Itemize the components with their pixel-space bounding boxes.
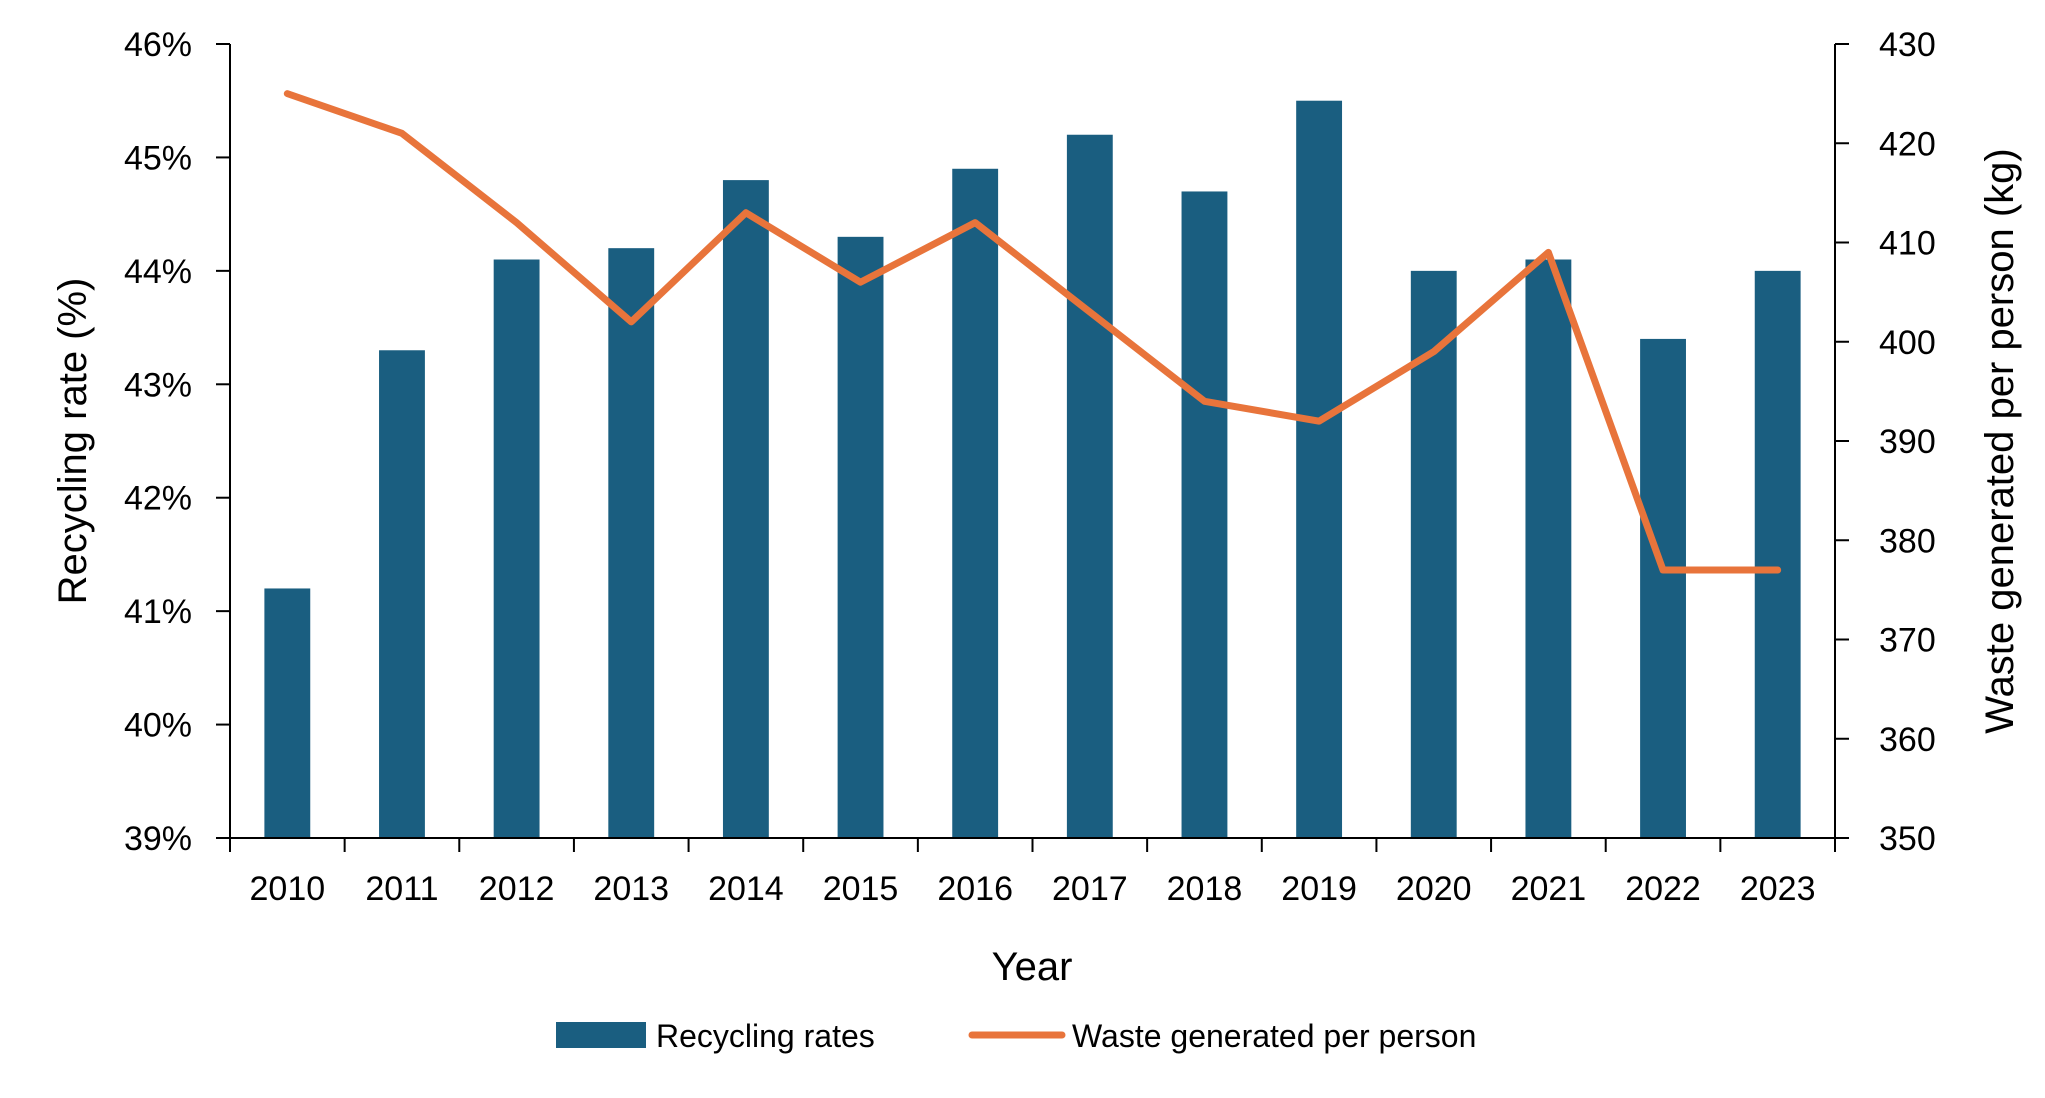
x-tick-label-2015: 2015 [823,870,899,908]
left-y-tick-label: 41% [124,593,192,631]
bar-2019 [1296,100,1343,838]
line-layer [283,90,1782,574]
right-y-tick-label: 410 [1879,225,1936,263]
legend-waste-label: Waste generated per person [1072,1018,1476,1054]
left-y-tick-label: 46% [124,26,192,64]
bar-2010 [264,588,311,838]
right-y-tick-label: 390 [1879,423,1936,461]
legend: Recycling rates Waste generated per pers… [556,1018,1476,1054]
x-tick-label-2011: 2011 [365,870,438,908]
labels-layer: 2010 2011 2012 2013 2014 2015 2016 2017 2018 2019… [250,870,1816,908]
line-point-2020 [1433,351,1435,353]
line-point-2010 [286,93,288,95]
x-tick-label-2020: 2020 [1396,870,1472,908]
x-tick-label-2019: 2019 [1281,870,1357,908]
right-y-tick-label: 360 [1879,721,1936,759]
waste-generated-line [283,90,1782,574]
left-y-tick-label: 39% [124,820,192,858]
x-tick-label-2014: 2014 [708,870,784,908]
x-tick-label-2021: 2021 [1511,870,1587,908]
line-point-2015 [860,281,862,283]
line-point-2021 [1547,251,1549,253]
left-y-axis-title: Recycling rate (%) [51,278,95,605]
right-y-axis-title: Waste generated per person (kg) [1978,148,2022,734]
x-tick-label-2013: 2013 [593,870,669,908]
left-y-tick-label: 45% [124,139,192,177]
line-point-2019 [1318,420,1320,422]
line-point-2017 [1089,311,1091,313]
bar-2023 [1754,270,1801,838]
bar-2012 [493,259,540,838]
right-y-tick-label: 350 [1879,820,1936,858]
bars-layer [264,100,1801,839]
x-tick-label-2012: 2012 [479,870,555,908]
line-point-2013 [630,321,632,323]
right-y-tick-label: 370 [1879,622,1936,660]
line-point-2016 [974,222,976,224]
right-y-tick-label: 420 [1879,125,1936,163]
bar-2018 [1181,191,1228,838]
left-y-tick-label: 44% [124,253,192,291]
right-y-tick-label: 400 [1879,324,1936,362]
x-tick-label-2010: 2010 [250,870,326,908]
bar-2020 [1410,270,1457,838]
bar-2011 [379,350,425,838]
bar-2017 [1066,134,1113,839]
x-tick-label-2017: 2017 [1052,870,1128,908]
left-y-tick-label: 40% [124,707,192,745]
line-point-2023 [1777,569,1779,571]
ticks-layer: 39% 40% 41% 42% 43% 44% 45% 46% 350 360 370 380 390 4… [124,26,1936,858]
line-point-2011 [401,132,403,134]
x-tick-label-2023: 2023 [1740,870,1816,908]
left-y-tick-label: 43% [124,366,192,404]
x-axis-title: Year [992,945,1073,989]
left-y-tick-label: 42% [124,480,192,518]
bar-2014 [722,180,769,839]
bar-2013 [608,248,655,839]
x-tick-label-2016: 2016 [937,870,1013,908]
line-point-2014 [745,212,747,214]
line-point-2012 [516,222,518,224]
bar-2016 [952,168,999,838]
x-tick-label-2018: 2018 [1167,870,1243,908]
right-y-tick-label: 430 [1879,26,1936,64]
legend-recycling-label: Recycling rates [656,1018,875,1054]
legend-recycling-swatch [556,1022,646,1048]
line-point-2022 [1662,569,1664,571]
bar-2022 [1640,338,1686,838]
bar-2015 [837,236,884,838]
axes-layer [229,44,1836,839]
bar-2021 [1525,259,1572,838]
line-point-2018 [1203,400,1205,402]
right-y-tick-label: 380 [1879,522,1936,560]
x-tick-label-2022: 2022 [1625,870,1701,908]
